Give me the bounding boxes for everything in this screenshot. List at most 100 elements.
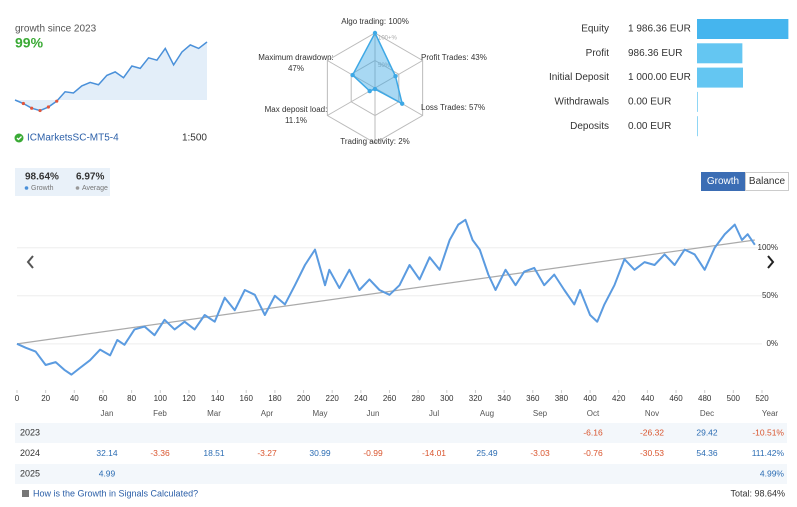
sparkline-neg	[30, 106, 34, 110]
balance-label: Profit	[586, 48, 610, 59]
radar-value: 2%	[398, 137, 410, 146]
tab-value: 6.97%	[76, 172, 104, 183]
month-header: Mar	[207, 409, 221, 418]
x-tick-label: 300	[440, 394, 454, 403]
cell: -26.32	[640, 427, 664, 437]
x-tick-label: 400	[583, 394, 597, 403]
x-tick-label: 60	[99, 394, 108, 403]
radar-value: 47%	[288, 64, 304, 73]
check	[16, 136, 22, 141]
balance-bar	[697, 43, 743, 64]
radar-spoke	[374, 60, 423, 89]
prev-arrow[interactable]	[26, 255, 34, 269]
verified-icon	[14, 133, 24, 143]
month-header: Apr	[261, 409, 274, 418]
radar-label: Algo trading: 100%	[341, 17, 409, 26]
cell: 111.42%	[752, 448, 785, 458]
cell: -10.51%	[752, 427, 784, 437]
total: Total: 98.64%	[730, 488, 785, 498]
radar-point	[372, 86, 378, 92]
y-tick-label: 100%	[758, 243, 778, 252]
balance-value: 986.36 EUR	[628, 48, 682, 59]
x-tick-label: 180	[268, 394, 282, 403]
cell: 4.99%	[760, 468, 785, 478]
cell: 30.99	[309, 448, 331, 458]
leverage: 1:500	[182, 133, 207, 144]
y-tick-label: 50%	[762, 291, 778, 300]
row-band	[15, 464, 787, 484]
x-tick-label: 520	[755, 394, 769, 403]
growth-button[interactable]	[701, 172, 745, 191]
cell: 29.42	[696, 427, 718, 437]
month-header: Jun	[367, 409, 380, 418]
x-tick-label: 280	[411, 394, 425, 403]
tab-dot	[24, 186, 29, 190]
balance-bar	[697, 67, 743, 88]
balance-label: Withdrawals	[555, 97, 609, 108]
radar-label-text: Trading activity:	[340, 137, 396, 146]
button-label[interactable]: Growth	[707, 176, 739, 187]
radar-value: 100%	[388, 17, 408, 26]
cell: -3.27	[257, 448, 277, 458]
month-header: Nov	[645, 409, 659, 418]
month-header: Sep	[533, 409, 548, 418]
x-tick-label: 200	[297, 394, 311, 403]
x-tick-label: 40	[70, 394, 79, 403]
radar-point	[393, 73, 398, 79]
radar-point	[399, 101, 405, 106]
sparkline-neg	[55, 99, 59, 103]
month-header: Aug	[480, 409, 494, 418]
x-tick-label: 20	[41, 394, 50, 403]
month-header: Year	[762, 409, 779, 418]
balance-value: 0.00 EUR	[628, 121, 671, 132]
x-tick-label: 420	[612, 394, 626, 403]
x-tick-label: 500	[727, 394, 741, 403]
radar-label: Loss Trades: 57%	[421, 103, 485, 112]
y-tick-label: 0%	[766, 339, 778, 348]
month-header: Feb	[153, 409, 167, 418]
radar-point	[367, 88, 372, 94]
tab-dot	[75, 186, 80, 190]
x-tick-label: 220	[326, 394, 340, 403]
radar-label: Profit Trades: 43%	[421, 53, 487, 62]
sparkline-neg	[46, 105, 50, 109]
cell: -3.03	[530, 448, 550, 458]
radar-point	[372, 30, 378, 36]
balance-value: 1 986.36 EUR	[628, 24, 691, 35]
cell: 25.49	[476, 448, 498, 458]
x-tick-label: 460	[669, 394, 683, 403]
tab-label: Average	[82, 185, 108, 192]
radar-label-text: Loss Trades:	[421, 103, 467, 112]
x-tick-label: 320	[469, 394, 483, 403]
next-arrow[interactable]	[767, 255, 775, 269]
radar-label-text: Algo trading:	[341, 17, 386, 26]
sparkline-neg	[38, 108, 42, 113]
button-label[interactable]: Balance	[749, 176, 786, 187]
radar-value: 43%	[471, 53, 487, 62]
balance-button[interactable]	[745, 172, 789, 191]
month-header: Oct	[587, 409, 600, 418]
x-tick-label: 160	[240, 394, 254, 403]
help-link[interactable]: How is the Growth in Signals Calculated?	[33, 488, 198, 498]
x-tick-label: 380	[555, 394, 569, 403]
row-band	[15, 423, 787, 443]
balance-bar	[697, 116, 698, 137]
account-link[interactable]: ICMarketsSC-MT5-4	[27, 133, 119, 144]
radar-area	[351, 31, 404, 106]
tab-value: 98.64%	[25, 172, 59, 183]
cell: 54.36	[696, 448, 718, 458]
cell: -6.16	[583, 427, 603, 437]
active-tab[interactable]	[15, 168, 110, 196]
x-tick-label: 100	[154, 394, 168, 403]
sparkline-neg	[21, 101, 25, 106]
x-tick-label: 120	[182, 394, 196, 403]
balance-bar	[697, 19, 789, 39]
radar-label: Maximum drawdown:	[258, 53, 334, 62]
radar-spoke	[327, 87, 376, 116]
radar-value: 11.1%	[285, 116, 307, 125]
x-tick-label: 340	[497, 394, 511, 403]
balance-value: 1 000.00 EUR	[628, 72, 691, 83]
balance-label: Equity	[581, 24, 609, 35]
radar-tick-label: 50%	[378, 63, 391, 69]
x-tick-label: 360	[526, 394, 540, 403]
